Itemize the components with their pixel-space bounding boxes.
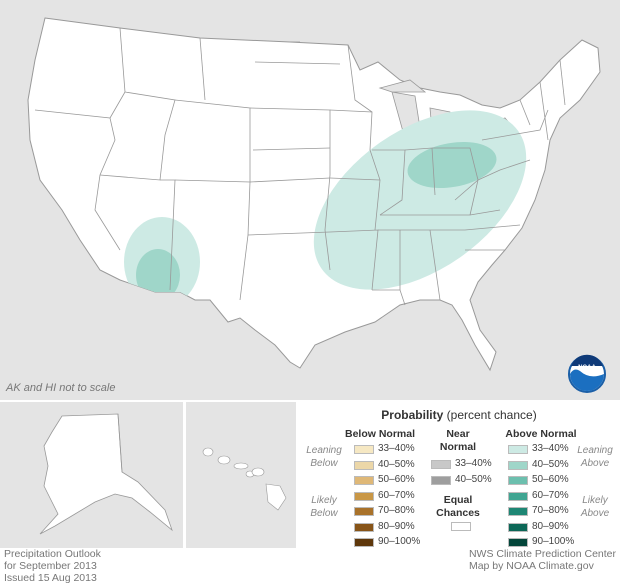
legend-title-bold: Probability	[381, 408, 444, 422]
legend-leaning-above-l1: Leaning	[577, 445, 613, 456]
hawaii-svg	[202, 447, 287, 511]
legend-below-swatch	[354, 507, 374, 516]
alaska-land	[39, 413, 173, 535]
conus-map-svg: NOAA	[27, 17, 606, 393]
legend-leaning-below-l2: Below	[310, 458, 338, 469]
legend-title-rest: (percent chance)	[446, 408, 537, 422]
legend-near-header: Near Normal	[428, 428, 488, 454]
legend-leaning-above-l2: Above	[580, 458, 610, 469]
legend-above-label: 90–100%	[532, 536, 575, 547]
footer-issued-date: Issued 15 Aug 2013	[4, 572, 97, 584]
legend-equal-header-l1: Equal	[443, 494, 473, 506]
legend-above-label: 70–80%	[532, 505, 569, 516]
legend-above-label: 60–70%	[532, 489, 569, 501]
legend-above-swatch	[508, 538, 528, 547]
legend-above-swatch	[508, 522, 528, 532]
legend-below-label: 33–40%	[378, 443, 415, 454]
legend-above-label: 33–40%	[532, 443, 569, 454]
legend-near-header-l2: Normal	[439, 441, 477, 453]
legend-below-label: 40–50%	[378, 458, 415, 470]
legend-above-swatch	[508, 445, 528, 454]
legend-below-swatch	[354, 476, 374, 485]
legend-near-header-l1: Near	[446, 428, 470, 440]
legend-below-label: 70–80%	[378, 505, 415, 516]
legend-below-label: 50–60%	[378, 474, 415, 485]
footer-outlook-title: Precipitation Outlook	[4, 548, 101, 560]
legend-near-label: 40–50%	[455, 474, 492, 485]
legend-above-label: 40–50%	[532, 458, 569, 470]
outlook-regions	[124, 110, 527, 307]
legend-likely-above: Likely Above	[570, 494, 620, 520]
legend: Probability (percent chance) Below Norma…	[298, 402, 620, 548]
legend-below-header: Below Normal	[344, 428, 415, 440]
legend-above-label: 80–90%	[532, 520, 569, 532]
legend-below-label: 90–100%	[378, 536, 421, 547]
legend-likely-above-l2: Above	[580, 508, 610, 519]
footer-outlook-period: for September 2013	[4, 560, 97, 572]
scale-note: AK and HI not to scale	[6, 382, 116, 394]
legend-leaning-below: Leaning Below	[300, 444, 348, 470]
legend-below-label: 60–70%	[378, 489, 415, 501]
footer-right: NWS Climate Prediction Center Map by NOA…	[469, 548, 616, 572]
legend-near-swatch	[431, 476, 451, 485]
conus-map: NOAA	[0, 0, 620, 400]
hawaii-inset	[186, 402, 296, 548]
region-arizona-40-50	[136, 249, 180, 301]
legend-above-swatch	[508, 476, 528, 485]
footer-left: Precipitation Outlook for September 2013…	[4, 548, 101, 584]
legend-likely-below-l1: Likely	[311, 495, 337, 506]
legend-near-swatch	[431, 460, 451, 469]
alaska-canada-border	[117, 413, 123, 473]
hawaii-islands	[202, 447, 287, 511]
legend-above-label: 50–60%	[532, 474, 569, 485]
legend-below-swatch	[354, 538, 374, 547]
legend-below-swatch	[354, 460, 374, 470]
footer-credit: Map by NOAA Climate.gov	[468, 560, 594, 572]
legend-below-label: 80–90%	[378, 520, 415, 532]
legend-below-swatch	[354, 445, 374, 454]
legend-above-swatch	[508, 460, 528, 470]
footer-source: NWS Climate Prediction Center	[468, 548, 616, 560]
legend-title: Probability (percent chance)	[298, 408, 620, 422]
legend-leaning-above: Leaning Above	[570, 444, 620, 470]
state-borders	[34, 27, 566, 306]
legend-below-swatch	[354, 522, 374, 532]
legend-near-label: 33–40%	[455, 458, 492, 469]
noaa-logo: NOAA	[568, 354, 606, 393]
legend-leaning-below-l1: Leaning	[306, 445, 342, 456]
alaska-svg	[39, 413, 173, 535]
legend-above-header: Above Normal	[505, 428, 577, 440]
legend-above-swatch	[508, 507, 528, 516]
alaska-inset	[0, 402, 183, 548]
noaa-logo-text: NOAA	[578, 365, 596, 371]
legend-likely-below: Likely Below	[300, 494, 348, 520]
legend-below-swatch	[354, 491, 374, 501]
legend-equal-swatch	[451, 522, 471, 531]
legend-above-swatch	[508, 491, 528, 501]
region-ohio-40-50	[407, 141, 497, 189]
legend-likely-below-l2: Below	[310, 508, 338, 519]
legend-equal-header-l2: Chances	[436, 507, 480, 519]
legend-equal-header: Equal Chances	[428, 494, 488, 520]
legend-likely-above-l1: Likely	[582, 495, 608, 506]
